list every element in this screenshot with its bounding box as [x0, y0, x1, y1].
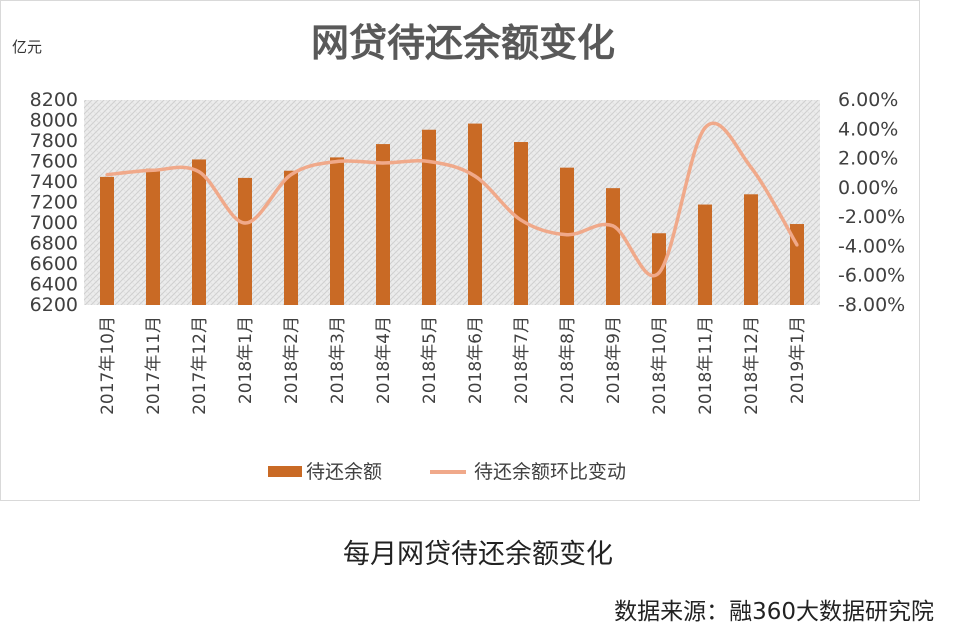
x-tick-label: 2018年9月: [604, 316, 624, 404]
line-point-2: [197, 170, 201, 174]
line-point-12: [657, 271, 661, 275]
y-tick-label: 7400: [30, 171, 78, 193]
line-point-1: [151, 168, 155, 172]
line-point-7: [427, 159, 431, 164]
bar-1: [146, 168, 160, 305]
x-tick-label: 2018年6月: [466, 316, 486, 404]
y-tick-label: 6200: [30, 294, 78, 316]
x-tick-label: 2017年12月: [190, 316, 210, 415]
y2-tick-label: -8.00%: [838, 294, 905, 316]
y-tick-label: 6800: [30, 233, 78, 255]
x-tick-label: 2018年7月: [512, 316, 532, 404]
x-tick-label: 2018年11月: [696, 316, 716, 415]
x-tick-label: 2018年1月: [236, 316, 256, 404]
line-point-4: [289, 173, 293, 177]
line-point-0: [105, 173, 109, 177]
line-point-13: [703, 126, 707, 130]
chart: 网贷待还余额变化 亿元 8200800078007600740072007000…: [12, 21, 905, 483]
x-tick-label: 2018年5月: [420, 316, 440, 404]
x-tick-label: 2018年8月: [558, 316, 578, 404]
y-tick-label: 8000: [30, 110, 78, 132]
y-tick-label: 6400: [30, 274, 78, 296]
line-point-5: [335, 159, 339, 164]
bar-7: [422, 129, 436, 305]
legend: 待还余额 待还余额环比变动: [268, 461, 626, 483]
y2-tick-label: 0.00%: [838, 177, 898, 199]
bar-3: [238, 177, 252, 305]
source-note: 数据来源：融360大数据研究院: [614, 599, 934, 625]
line-point-9: [519, 218, 523, 222]
y-axis-label: 亿元: [12, 38, 42, 56]
figure-caption: 每月网贷待还余额变化: [343, 539, 613, 570]
bar-14: [744, 194, 758, 305]
chart-frame: [0, 0, 920, 501]
y2-tick-label: -6.00%: [838, 265, 905, 287]
line-point-6: [381, 161, 385, 165]
bar-12: [652, 233, 666, 305]
y-tick-label: 7000: [30, 212, 78, 234]
line-point-8: [473, 174, 477, 178]
bar-6: [376, 144, 390, 305]
y-tick-label: 7800: [30, 130, 78, 152]
y-tick-label: 7200: [30, 192, 78, 214]
line-point-10: [565, 233, 569, 237]
bar-5: [330, 157, 344, 305]
legend-swatch-bar: [268, 466, 302, 477]
plot-area: [84, 100, 820, 305]
bar-0: [100, 176, 114, 305]
bar-11: [606, 188, 620, 305]
bar-4: [284, 170, 298, 305]
x-tick-label: 2018年3月: [328, 316, 348, 404]
bar-8: [468, 123, 482, 305]
x-tick-label: 2018年2月: [282, 316, 302, 404]
x-tick-label: 2017年10月: [98, 316, 118, 415]
x-tick-label: 2018年10月: [650, 316, 670, 415]
bar-13: [698, 204, 712, 305]
y2-tick-label: -2.00%: [838, 206, 905, 228]
bar-15: [790, 224, 804, 305]
x-tick-label: 2017年11月: [144, 316, 164, 415]
legend-label-bar: 待还余额: [306, 461, 382, 483]
y-tick-label: 6600: [30, 253, 78, 275]
bar-2: [192, 159, 206, 305]
line-point-11: [611, 224, 615, 228]
y2-tick-label: 6.00%: [838, 89, 898, 111]
x-tick-label: 2018年4月: [374, 316, 394, 404]
y-tick-label: 8200: [30, 89, 78, 111]
y-tick-label: 7600: [30, 151, 78, 173]
y2-tick-label: 2.00%: [838, 148, 898, 170]
legend-label-line: 待还余额环比变动: [474, 461, 626, 483]
line-point-14: [749, 165, 753, 169]
bar-9: [514, 142, 528, 305]
chart-title: 网贷待还余额变化: [311, 21, 615, 65]
line-point-15: [795, 243, 799, 247]
y2-tick-label: -4.00%: [838, 235, 905, 257]
x-tick-label: 2019年1月: [788, 316, 808, 404]
x-tick-label: 2018年12月: [742, 316, 762, 415]
y2-tick-label: 4.00%: [838, 118, 898, 140]
line-point-3: [243, 221, 247, 225]
